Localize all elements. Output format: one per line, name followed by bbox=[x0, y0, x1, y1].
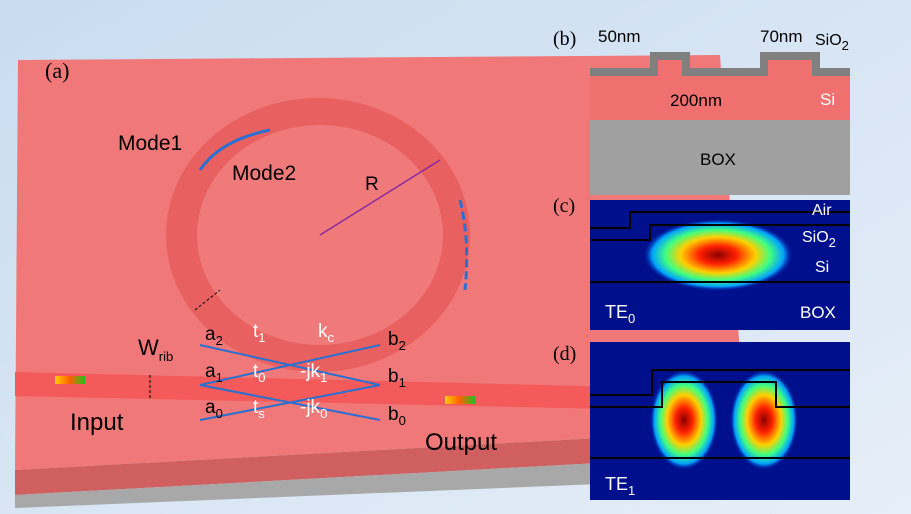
text: 0 bbox=[258, 370, 265, 385]
dim-label: 50nm bbox=[598, 27, 641, 46]
text: a bbox=[205, 324, 216, 345]
panel-label: (b) bbox=[553, 28, 576, 50]
output-arrow bbox=[445, 396, 475, 404]
dim-label: 70nm bbox=[760, 27, 803, 46]
input-label: Input bbox=[70, 409, 124, 436]
text: 1 bbox=[320, 370, 327, 385]
input-arrow bbox=[55, 376, 85, 384]
text: -jk bbox=[300, 361, 321, 382]
text: 2 bbox=[216, 333, 223, 348]
mode-field bbox=[650, 370, 718, 470]
text: 1 bbox=[216, 370, 223, 385]
layer-label: Si bbox=[815, 259, 829, 276]
text: 0 bbox=[628, 311, 635, 326]
panel-label: (d) bbox=[553, 343, 576, 365]
figure: (a) Mode1 Mode2 R Wrib a2t1kcb2a1t0-jk1b… bbox=[0, 0, 911, 514]
text: s bbox=[258, 406, 265, 421]
text: b bbox=[388, 366, 399, 387]
text: 2 bbox=[829, 235, 836, 250]
text: rib bbox=[159, 349, 173, 364]
text: a bbox=[205, 361, 216, 382]
text: 1 bbox=[258, 330, 265, 345]
radius-label: R bbox=[365, 174, 379, 195]
panel-label: (a) bbox=[45, 58, 69, 83]
text: 0 bbox=[216, 406, 223, 421]
text: k bbox=[318, 321, 328, 342]
output-label: Output bbox=[425, 429, 497, 456]
text: -jk bbox=[300, 397, 321, 418]
mode-label: Mode2 bbox=[232, 162, 296, 185]
layer-label: Si bbox=[820, 90, 835, 109]
panel-label: (c) bbox=[553, 195, 575, 217]
text: 0 bbox=[320, 406, 327, 421]
text: 0 bbox=[399, 413, 406, 428]
text: 1 bbox=[399, 375, 406, 390]
dim-label: 200nm bbox=[670, 91, 722, 110]
panel-d: (d) TE1 bbox=[553, 342, 850, 500]
text: b bbox=[388, 329, 399, 350]
text: TE bbox=[605, 302, 628, 322]
layer-label: BOX bbox=[700, 150, 736, 169]
text: b bbox=[388, 404, 399, 425]
text: SiO bbox=[802, 229, 829, 246]
panel-c: (c) Air SiO2 Si TE0 BOX bbox=[553, 195, 850, 330]
text: c bbox=[328, 330, 335, 345]
mode-field bbox=[643, 219, 793, 291]
text: a bbox=[205, 397, 216, 418]
text: 2 bbox=[399, 338, 406, 353]
layer-label: BOX bbox=[800, 303, 836, 322]
field-bg bbox=[590, 342, 850, 500]
text: TE bbox=[605, 474, 628, 494]
text: SiO bbox=[815, 32, 842, 49]
text: W bbox=[138, 335, 159, 360]
text: 1 bbox=[628, 483, 635, 498]
mode-field bbox=[730, 370, 798, 470]
text: 2 bbox=[842, 38, 849, 53]
layer-label: Air bbox=[812, 202, 832, 219]
mode-label: Mode1 bbox=[118, 132, 182, 155]
